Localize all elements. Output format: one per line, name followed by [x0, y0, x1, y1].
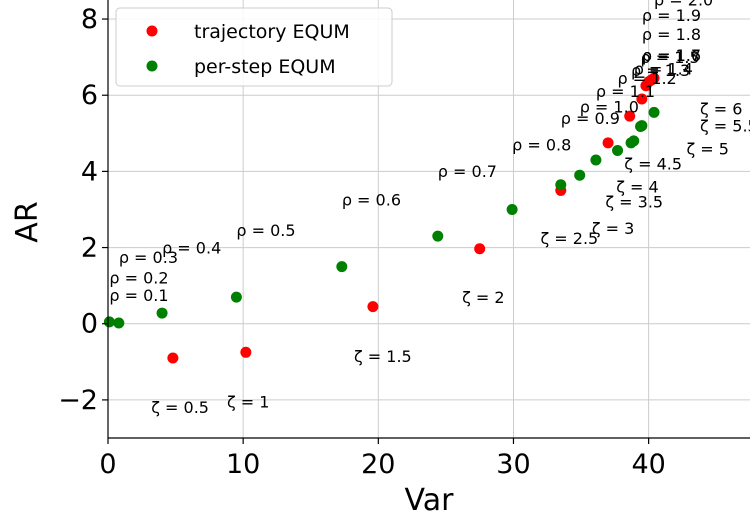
legend-frame [115, 7, 393, 87]
legend-marker [146, 25, 158, 37]
point-annotation: ρ = 0.4 [162, 238, 221, 257]
point-annotation: ρ = 0.8 [512, 135, 571, 154]
per-step-point [103, 316, 115, 328]
point-annotation: ζ = 4 [616, 177, 658, 196]
point-annotation: ρ = 0.9 [561, 109, 620, 128]
point-annotation: ρ = 1.3 [631, 61, 690, 80]
legend-label: trajectory EQUM [194, 21, 350, 43]
y-tick-label: 4 [81, 156, 98, 187]
point-annotation: ζ = 3 [592, 219, 634, 238]
x-tick-label: 40 [631, 449, 665, 480]
point-annotation: ρ = 1.7 [642, 46, 701, 65]
per-step-point [506, 203, 518, 215]
per-step-point [636, 120, 648, 132]
per-step-point [336, 261, 348, 273]
trajectory-point [636, 93, 648, 105]
per-step-point [612, 144, 624, 156]
point-annotation: ρ = 1.8 [642, 25, 701, 44]
point-annotation: ζ = 5.5 [700, 116, 750, 135]
point-annotation: ρ = 1.6 [642, 46, 701, 65]
trajectory-point [367, 301, 379, 313]
point-annotation: ρ = 1.2 [618, 69, 677, 88]
per-step-point [628, 135, 640, 147]
trajectory-point [624, 110, 636, 122]
x-tick-label: 30 [496, 449, 530, 480]
point-annotation: ζ = 6 [700, 99, 742, 118]
per-step-point [113, 317, 125, 329]
per-step-point [574, 169, 586, 181]
x-tick-label: 10 [226, 449, 260, 480]
point-annotation: ζ = 5 [686, 139, 728, 158]
point-annotation: ρ = 0.3 [119, 248, 178, 267]
x-axis-label: Var [405, 483, 455, 518]
per-step-point [432, 230, 444, 242]
point-annotation: ζ = 4.5 [624, 154, 682, 173]
point-annotation: ζ = 2.5 [541, 229, 599, 248]
y-tick-label: 6 [81, 80, 98, 111]
y-axis-label: AR [10, 201, 45, 242]
per-step-point [156, 307, 168, 319]
x-tick-label: 0 [99, 449, 116, 480]
y-tick-label: 0 [81, 309, 98, 340]
point-annotation: ρ = 1.5 [641, 48, 700, 67]
legend-marker [146, 60, 158, 72]
point-annotation: ζ = 2 [462, 288, 504, 307]
per-step-point [555, 179, 567, 191]
point-annotation: ρ = 1.0 [580, 97, 639, 116]
axes: 0 10 20 30 40 −2 0 2 4 6 8 [58, 0, 750, 480]
point-annotation: ρ = 1.4 [634, 59, 693, 78]
per-step-point [648, 106, 660, 118]
trajectory-point [474, 243, 486, 255]
trajectory-point [167, 352, 179, 364]
point-annotation: ρ = 1.9 [642, 6, 701, 25]
point-annotation: ζ = 3.5 [605, 193, 663, 212]
point-annotation: ζ = 1 [227, 393, 269, 412]
point-annotation: ρ = 0.6 [342, 191, 401, 210]
point-annotation: ρ = 0.5 [236, 221, 295, 240]
x-tick-label: 20 [361, 449, 395, 480]
legend: trajectory EQUM per-step EQUM [115, 7, 393, 87]
y-tick-label: 2 [81, 233, 98, 264]
data-points [103, 72, 660, 364]
point-annotation: ρ = 0.1 [109, 286, 168, 305]
point-annotation: ρ = 1.1 [596, 82, 655, 101]
point-annotation: ζ = 1.5 [354, 347, 412, 366]
per-step-point [590, 154, 602, 166]
point-annotation: ρ = 0.7 [438, 162, 497, 181]
trajectory-point [240, 346, 252, 358]
trajectory-point [648, 72, 660, 84]
point-annotation: ζ = 0.5 [151, 398, 209, 417]
trajectory-point [602, 137, 614, 149]
per-step-point [230, 291, 242, 303]
legend-label: per-step EQUM [194, 56, 336, 78]
point-annotation: ρ = 2.0 [654, 0, 713, 10]
point-annotations: ρ = 0.1ρ = 0.2 ρ = 0.3ρ = 0.4 ρ = 0.5 ρ = 0… [109, 0, 750, 417]
y-tick-label: 8 [81, 4, 98, 35]
y-tick-label: −2 [58, 385, 98, 416]
point-annotation: ρ = 0.2 [109, 269, 168, 288]
